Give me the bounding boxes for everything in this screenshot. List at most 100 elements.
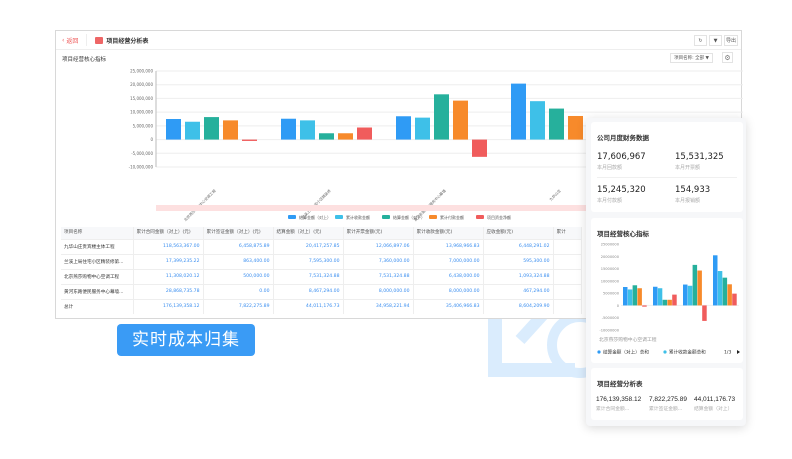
y-tick-label: 20,000,000 bbox=[130, 82, 153, 87]
next-page-icon[interactable] bbox=[737, 350, 740, 354]
bar[interactable] bbox=[713, 255, 718, 306]
settings-icon[interactable]: ⚙ bbox=[722, 52, 733, 63]
legend-label[interactable]: 累计收款金额总和 bbox=[669, 349, 706, 356]
legend-label[interactable]: 结算金额（对下） bbox=[393, 214, 425, 220]
bar[interactable] bbox=[185, 121, 200, 140]
bar[interactable] bbox=[338, 133, 353, 140]
refresh-button[interactable]: ↻ bbox=[694, 35, 707, 46]
analysis-card: 项目经营分析表 176,139,358.12 累计合同金额... 7,822,275… bbox=[591, 368, 743, 420]
table-cell: 863,400.00 bbox=[203, 253, 274, 269]
legend-label[interactable]: 结算金额（对上）总和 bbox=[603, 349, 649, 356]
legend-swatch bbox=[382, 215, 390, 219]
table-row[interactable]: 兰溪上局住宅小区精装修第... 17,399,235.22 863,400.00 7,… bbox=[61, 253, 582, 269]
bar[interactable] bbox=[223, 120, 238, 140]
column-header[interactable]: 累计开票金额(元) bbox=[343, 227, 414, 239]
bar[interactable] bbox=[242, 139, 257, 141]
legend-label[interactable]: 项目资金净额 bbox=[487, 214, 511, 220]
back-button[interactable]: ‹ 返回 bbox=[62, 34, 88, 46]
project-filter[interactable]: 项目名称: 全部 ▼ bbox=[670, 53, 713, 63]
bar[interactable] bbox=[642, 305, 647, 307]
bar[interactable] bbox=[727, 284, 732, 306]
bar[interactable] bbox=[415, 117, 430, 140]
analysis-title: 项目经营分析表 bbox=[597, 380, 643, 388]
legend-pager[interactable]: 1/3 bbox=[724, 350, 731, 356]
bar[interactable] bbox=[472, 139, 487, 157]
column-header[interactable]: 累计签证金额（对上）(元) bbox=[203, 227, 274, 239]
bar[interactable] bbox=[434, 94, 449, 140]
bar[interactable] bbox=[204, 117, 219, 140]
report-window: ‹ 返回 项目经营分析表 ↻ ▼ 导出 项目经营核心指标 项目名称: 全部 ▼ … bbox=[55, 30, 743, 319]
bar[interactable] bbox=[687, 285, 693, 306]
bar[interactable] bbox=[702, 305, 707, 321]
table-cell: 8,467,294.00 bbox=[273, 283, 344, 299]
bar[interactable] bbox=[453, 100, 468, 140]
bar[interactable] bbox=[319, 133, 334, 140]
table-cell: 7,531,324.88 bbox=[273, 268, 344, 284]
legend-swatch bbox=[429, 215, 437, 219]
bar[interactable] bbox=[632, 285, 638, 306]
filter-button[interactable]: ▼ bbox=[709, 35, 722, 46]
bar[interactable] bbox=[396, 116, 411, 140]
legend-label[interactable]: 累计收款金额 bbox=[346, 214, 370, 220]
table-row[interactable]: 总计 176,139,358.12 7,822,275.89 44,011,176.7… bbox=[61, 298, 582, 314]
bar[interactable] bbox=[300, 120, 315, 140]
column-header[interactable]: 项目名称 bbox=[61, 227, 134, 239]
column-header[interactable]: 应收金额(元) bbox=[483, 227, 554, 239]
table-row[interactable]: 黄河东路便民服务中心幕墙... 28,868,735.78 0.00 8,467,29… bbox=[61, 283, 582, 299]
page-title: 项目经营分析表 bbox=[95, 36, 148, 45]
y-tick-label: 5,000,000 bbox=[133, 123, 154, 128]
table-cell: 12,066,897.06 bbox=[343, 238, 414, 254]
column-header[interactable]: 累计 bbox=[553, 227, 582, 239]
bar[interactable] bbox=[697, 270, 702, 306]
bar[interactable] bbox=[627, 289, 633, 306]
bar[interactable] bbox=[511, 83, 526, 140]
column-header[interactable]: 累计合同金额（对上）(元) bbox=[133, 227, 204, 239]
bar[interactable] bbox=[568, 115, 583, 140]
bar[interactable] bbox=[357, 127, 372, 140]
legend-label[interactable]: 结算金额（对上） bbox=[299, 214, 331, 220]
bar[interactable] bbox=[722, 277, 728, 306]
bar[interactable] bbox=[732, 293, 737, 306]
feature-badge: 实时成本归集 bbox=[117, 324, 255, 356]
bar[interactable] bbox=[623, 287, 628, 306]
table-row[interactable]: 北京燕莎购物中心空调工程 11,308,020.12 500,000.00 7,531… bbox=[61, 268, 582, 284]
bar[interactable] bbox=[637, 288, 642, 306]
bar[interactable] bbox=[549, 108, 564, 140]
y-tick-label: 0 bbox=[150, 137, 153, 142]
y-tick-label: -10,000,000 bbox=[129, 165, 154, 170]
bar[interactable] bbox=[667, 299, 672, 306]
zoom-slider[interactable] bbox=[156, 205, 743, 211]
finance-metric: 154,933 本月报销额 bbox=[675, 185, 743, 204]
metric-label: 累计签证金额... bbox=[649, 407, 683, 412]
table-cell: 总计 bbox=[61, 298, 134, 314]
table-cell: 黄河东路便民服务中心幕墙... bbox=[61, 283, 134, 299]
bar[interactable] bbox=[662, 299, 668, 306]
bar[interactable] bbox=[672, 294, 677, 306]
y-tick-label: 20000000 bbox=[601, 255, 620, 259]
bar[interactable] bbox=[653, 286, 658, 306]
metric-label: 累计合同金额... bbox=[596, 407, 630, 412]
metric-value: 44,011,176.73 bbox=[694, 396, 736, 403]
table-row[interactable]: 九华山庄贵宾楼主体工程 118,563,367.00 6,458,875.89 20,… bbox=[61, 238, 582, 254]
bar[interactable] bbox=[717, 271, 723, 306]
table-cell: 8,604,209.90 bbox=[483, 298, 554, 314]
table-cell: 北京燕莎购物中心空调工程 bbox=[61, 268, 134, 284]
export-button[interactable]: 导出 bbox=[724, 35, 738, 46]
table-cell: 118,563,367.00 bbox=[133, 238, 204, 254]
bar[interactable] bbox=[692, 264, 698, 306]
metric-value: 17,606,967 bbox=[597, 152, 646, 162]
legend-label[interactable]: 累计付款金额 bbox=[440, 214, 464, 220]
bar[interactable] bbox=[281, 118, 296, 140]
bar[interactable] bbox=[683, 284, 688, 306]
analysis-metric: 176,139,358.12 累计合同金额... bbox=[596, 396, 647, 412]
table-cell: 6,448,291.02 bbox=[483, 238, 554, 254]
bar[interactable] bbox=[166, 119, 181, 140]
bar[interactable] bbox=[657, 288, 663, 306]
column-header[interactable]: 结算金额（对上）(元) bbox=[273, 227, 344, 239]
column-header[interactable]: 累计收款金额(元) bbox=[413, 227, 484, 239]
table-cell: 九华山庄贵宾楼主体工程 bbox=[61, 238, 134, 254]
title-text: 项目经营分析表 bbox=[106, 37, 149, 45]
bar[interactable] bbox=[530, 101, 545, 140]
core-card: 项目经营核心指标 25000000 20000000 15000000 1000000… bbox=[591, 218, 743, 363]
metric-label: 本月回款额 bbox=[597, 165, 623, 171]
